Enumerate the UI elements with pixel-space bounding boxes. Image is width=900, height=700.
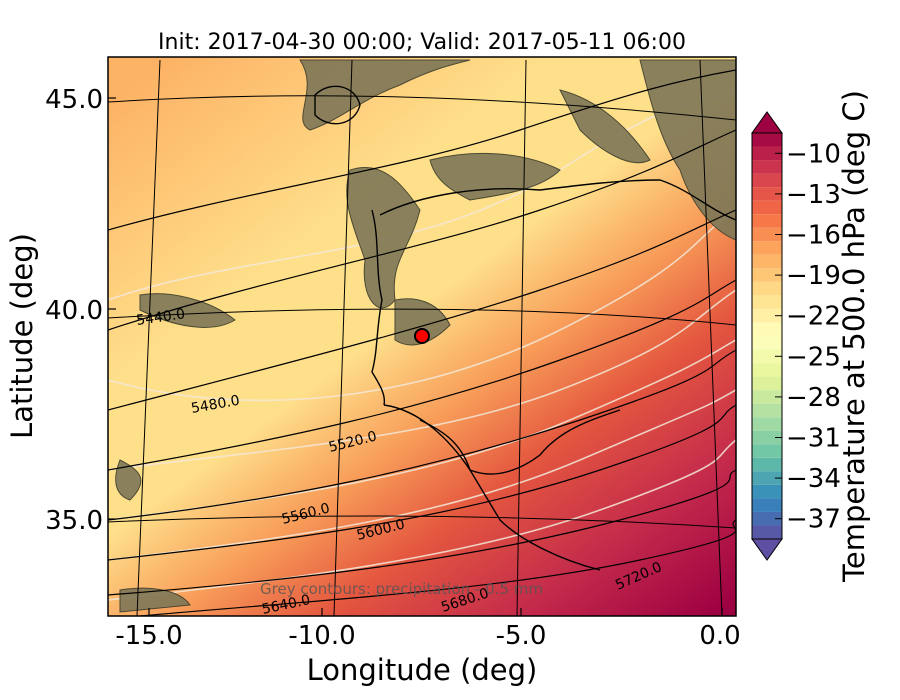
map-frame (107, 56, 737, 617)
colorbar-band (752, 227, 782, 242)
colorbar-band (752, 254, 782, 269)
colorbar-band (752, 322, 782, 336)
y-axis-label: Latitude (deg) (5, 233, 39, 439)
graticule (108, 59, 736, 616)
x-tick-label: 0.0 (699, 621, 740, 651)
colorbar-band (752, 498, 782, 512)
precipitation-contours (115, 59, 736, 613)
colorbar: −10 −13 −16 −19 −22 −25 −28 −31 −34 −37 Temperatu… (751, 90, 871, 583)
colorbar-band (752, 336, 782, 350)
colorbar-band (752, 349, 782, 364)
colorbar-band (752, 133, 782, 147)
colorbar-band (752, 173, 782, 188)
colorbar-band (752, 417, 782, 431)
colorbar-band (752, 430, 782, 445)
colorbar-extend-bottom (751, 538, 783, 561)
colorbar-band (752, 363, 782, 377)
x-tick-label: -5.0 (496, 621, 547, 651)
colorbar-frame (751, 132, 783, 540)
colorbar-band (752, 187, 782, 201)
x-tick-labels: -15.0 -10.0 -5.0 0.0 (115, 621, 740, 651)
colorbar-band (752, 241, 782, 255)
y-tick-labels: 45.0 40.0 35.0 (45, 85, 103, 536)
colorbar-band (752, 308, 782, 323)
colorbar-tick-label: −13 (786, 180, 841, 210)
colorbar-band (752, 376, 782, 391)
chart-title: Init: 2017-04-30 00:00; Valid: 2017-05-1… (158, 30, 686, 55)
colorbar-band (752, 295, 782, 309)
contour-label: 5440.0 (135, 306, 186, 329)
colorbar-tick-label: −28 (786, 383, 841, 413)
colorbar-band (752, 457, 782, 472)
colorbar-band (752, 525, 782, 539)
colorbar-tick-label: −22 (786, 302, 841, 332)
colorbar-tick-label: −19 (786, 261, 841, 291)
colorbar-band (752, 268, 782, 282)
colorbar-tick-label: −16 (786, 221, 841, 251)
colorbar-bands (752, 133, 782, 539)
y-tick-label: 40.0 (45, 296, 103, 326)
y-tick-label: 35.0 (45, 506, 103, 536)
colorbar-tick-label: −10 (786, 139, 841, 169)
coastlines (314, 85, 736, 571)
y-tick-label: 45.0 (45, 85, 103, 115)
colorbar-band (752, 471, 782, 485)
colorbar-extend-top (751, 111, 783, 134)
colorbar-band (752, 214, 782, 228)
colorbar-band (752, 444, 782, 458)
colorbar-tick-label: −31 (786, 424, 841, 454)
colorbar-tick-label: −25 (786, 342, 841, 372)
colorbar-ticks: −10 −13 −16 −19 −22 −25 −28 −31 −34 −37 (775, 139, 841, 535)
colorbar-band (752, 390, 782, 404)
colorbar-band (752, 200, 782, 215)
axis-ticks (108, 97, 723, 616)
colorbar-band (752, 511, 782, 526)
colorbar-tick-label: −37 (786, 505, 841, 535)
x-axis-label: Longitude (deg) (307, 653, 538, 687)
height-contours (108, 69, 736, 616)
colorbar-band (752, 403, 782, 418)
x-tick-label: -15.0 (115, 621, 182, 651)
colorbar-label: Temperature at 500.0 hPa (deg C) (837, 90, 871, 583)
colorbar-tick-label: −34 (786, 464, 841, 494)
colorbar-band (752, 281, 782, 296)
map-area: 5440.0 5480.0 5520.0 5560.0 5600.0 5640.… (108, 57, 736, 616)
location-marker (414, 328, 430, 344)
x-tick-label: -10.0 (288, 621, 355, 651)
precipitation-note: Grey contours: precipitation - 0.5 mm (260, 580, 543, 598)
colorbar-band (752, 484, 782, 499)
colorbar-band (752, 146, 782, 161)
colorbar-band (752, 160, 782, 174)
